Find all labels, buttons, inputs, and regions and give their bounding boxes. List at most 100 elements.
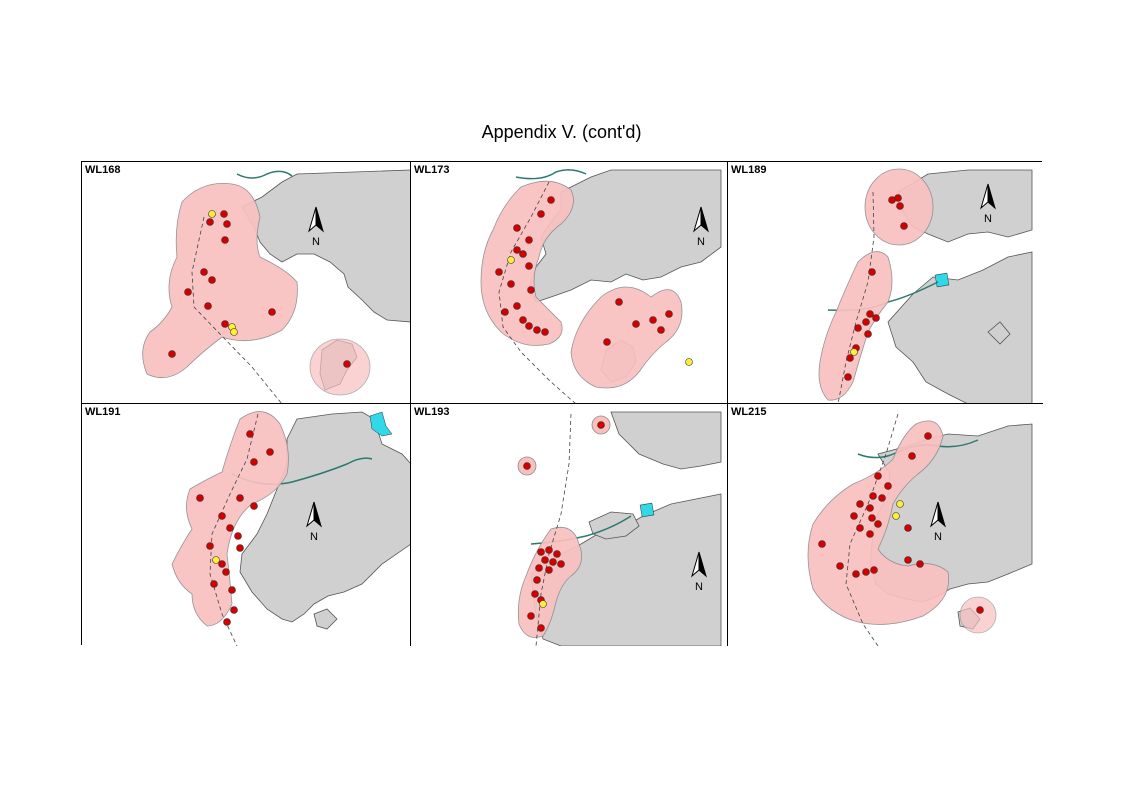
north-label: N	[695, 581, 703, 593]
buffer-zone	[142, 183, 298, 379]
sighting-point	[537, 624, 545, 632]
panel-label: WL173	[414, 164, 450, 176]
sighting-point	[531, 590, 539, 598]
sighting-point	[864, 330, 872, 338]
sighting-point	[206, 542, 214, 550]
sighting-point	[246, 430, 254, 438]
sighting-points	[844, 194, 908, 381]
coastline-river	[515, 169, 587, 180]
map-panel-wl168: WL168	[82, 162, 411, 404]
north-label: N	[934, 531, 942, 543]
sighting-point	[250, 502, 258, 510]
sighting-point	[649, 316, 657, 324]
sighting-point	[872, 314, 880, 322]
sighting-point	[900, 222, 908, 230]
sighting-point	[894, 194, 902, 202]
sighting-points	[196, 430, 274, 626]
sighting-point	[597, 421, 605, 429]
buffer-zone	[517, 526, 583, 638]
map-panel-wl189: WL189	[728, 162, 1043, 404]
sighting-point	[632, 320, 640, 328]
north-label: N	[984, 213, 992, 225]
sighting-point	[850, 512, 858, 520]
map-panel-wl173: WL173	[411, 162, 728, 404]
sighting-point	[657, 326, 665, 334]
sighting-point	[603, 338, 611, 346]
panel-label: WL215	[731, 406, 767, 418]
sighting-point	[868, 514, 876, 522]
north-arrow-icon: N	[980, 183, 996, 225]
map-wl168: N	[142, 169, 410, 403]
sighting-point	[184, 288, 192, 296]
water-feature	[639, 502, 655, 518]
map-panel-wl191: WL191	[82, 404, 411, 646]
sighting-point	[220, 210, 228, 218]
sighting-point	[208, 276, 216, 284]
sighting-point	[223, 618, 231, 626]
sighting-point	[892, 512, 900, 520]
sighting-point	[222, 568, 230, 576]
north-arrow-icon: N	[930, 501, 946, 543]
sighting-point	[268, 308, 276, 316]
panel-label: WL193	[414, 406, 450, 418]
north-label: N	[312, 236, 320, 248]
buffer-zone	[570, 286, 683, 389]
sighting-point	[527, 286, 535, 294]
sighting-point	[862, 318, 870, 326]
sighting-point	[501, 308, 509, 316]
boundary-line	[209, 413, 259, 646]
sighting-point	[878, 494, 886, 502]
sighting-point	[844, 373, 852, 381]
land-mass	[239, 411, 410, 630]
sighting-point	[537, 548, 545, 556]
map-wl215: N	[807, 413, 1033, 646]
sighting-point	[523, 462, 531, 470]
sighting-point	[343, 360, 351, 368]
sighting-point	[850, 348, 858, 356]
map-wl191: N	[171, 411, 410, 646]
sighting-point	[545, 546, 553, 554]
sighting-point	[549, 558, 557, 566]
sighting-point	[250, 458, 258, 466]
sighting-point	[818, 540, 826, 548]
sighting-point	[545, 566, 553, 574]
map-wl173: N	[480, 169, 722, 403]
sighting-point	[527, 612, 535, 620]
sighting-points	[818, 432, 984, 614]
sighting-point	[896, 500, 904, 508]
sighting-point	[862, 568, 870, 576]
water-feature	[934, 272, 950, 288]
sighting-point	[223, 220, 231, 228]
sighting-point	[916, 560, 924, 568]
map-panel-grid: WL168	[81, 161, 1043, 646]
sighting-point	[874, 472, 882, 480]
sighting-point	[525, 236, 533, 244]
sighting-point	[221, 236, 229, 244]
sighting-point	[904, 524, 912, 532]
sighting-point	[685, 358, 693, 366]
sighting-point	[218, 512, 226, 520]
north-arrow-icon: N	[308, 206, 324, 248]
sighting-point	[547, 196, 555, 204]
sighting-point	[221, 320, 229, 328]
map-wl189: N	[818, 168, 1033, 403]
sighting-point	[856, 524, 864, 532]
sighting-point	[557, 560, 565, 568]
sighting-points	[168, 210, 351, 368]
sighting-point	[535, 564, 543, 572]
sighting-point	[236, 494, 244, 502]
buffer-zone	[171, 411, 289, 627]
sighting-point	[539, 600, 547, 608]
sighting-point	[868, 268, 876, 276]
page-title: Appendix V. (cont'd)	[481, 122, 642, 142]
sighting-point	[541, 556, 549, 564]
water-feature	[369, 411, 393, 437]
sighting-point	[200, 268, 208, 276]
sighting-point	[869, 492, 877, 500]
sighting-point	[541, 328, 549, 336]
north-arrow-icon: N	[691, 551, 707, 593]
sighting-point	[208, 210, 216, 218]
sighting-point	[266, 448, 274, 456]
panel-label: WL189	[731, 164, 767, 176]
sighting-point	[866, 310, 874, 318]
